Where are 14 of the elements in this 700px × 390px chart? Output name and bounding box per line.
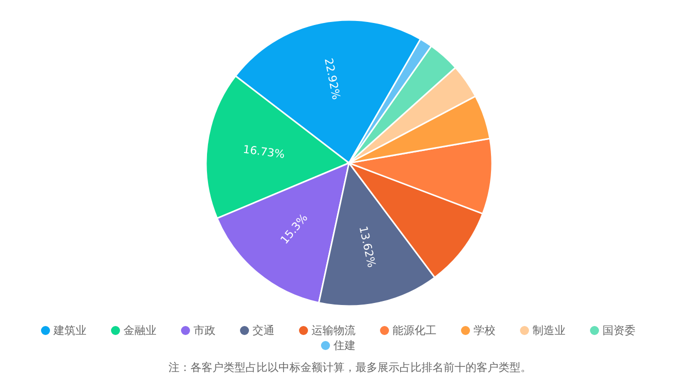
legend-label: 国资委	[602, 324, 636, 337]
legend-label: 建筑业	[54, 324, 86, 337]
text: 注：各客户类型占比以中标金额计算，最多展示占比排名前十的客户类型。	[168, 360, 532, 375]
legend-label: 制造业	[532, 324, 566, 337]
data-label: 22.92%	[322, 57, 343, 101]
data-label: 13.62%	[356, 224, 378, 269]
legend-label: 金融业	[124, 324, 156, 337]
legend-label: 住建	[334, 339, 356, 352]
legend-label: 交通	[252, 324, 274, 337]
legend-label: 学校	[474, 324, 496, 337]
legend-label: 市政	[194, 324, 216, 337]
legend-label: 能源化工	[392, 324, 436, 337]
legend-label: 运输物流	[312, 324, 356, 337]
data-label: 16.73%	[242, 142, 286, 162]
